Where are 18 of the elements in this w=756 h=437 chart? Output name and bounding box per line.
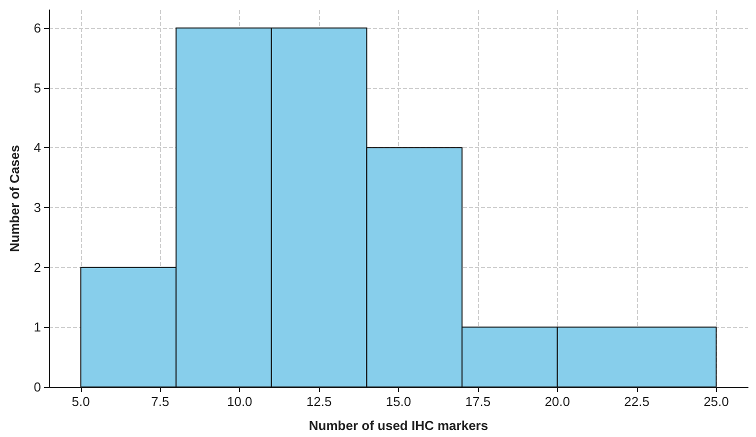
y-tick-label: 0: [34, 380, 41, 394]
x-axis-title: Number of used IHC markers: [308, 418, 488, 433]
y-tick-label: 4: [34, 140, 41, 156]
x-tick-label: 7.5: [151, 394, 170, 409]
x-tick-label: 10.0: [226, 394, 252, 409]
y-tick-label: 1: [34, 320, 41, 335]
y-tick-label: 2: [34, 260, 41, 275]
x-tick-label: 15.0: [386, 394, 412, 409]
x-tick-label: 17.5: [465, 394, 491, 409]
y-tick-label: 3: [34, 200, 41, 215]
x-tick-label: 20.0: [544, 394, 570, 409]
x-tick-label: 12.5: [306, 394, 332, 409]
x-tick-label: 22.5: [624, 394, 650, 409]
y-tick-label: 6: [34, 20, 41, 36]
x-tick-label: 5.0: [72, 394, 90, 409]
y-tick-label: 5: [34, 80, 41, 96]
x-tick-label: 25.0: [704, 394, 729, 409]
y-axis-title: Number of Cases: [7, 145, 22, 252]
